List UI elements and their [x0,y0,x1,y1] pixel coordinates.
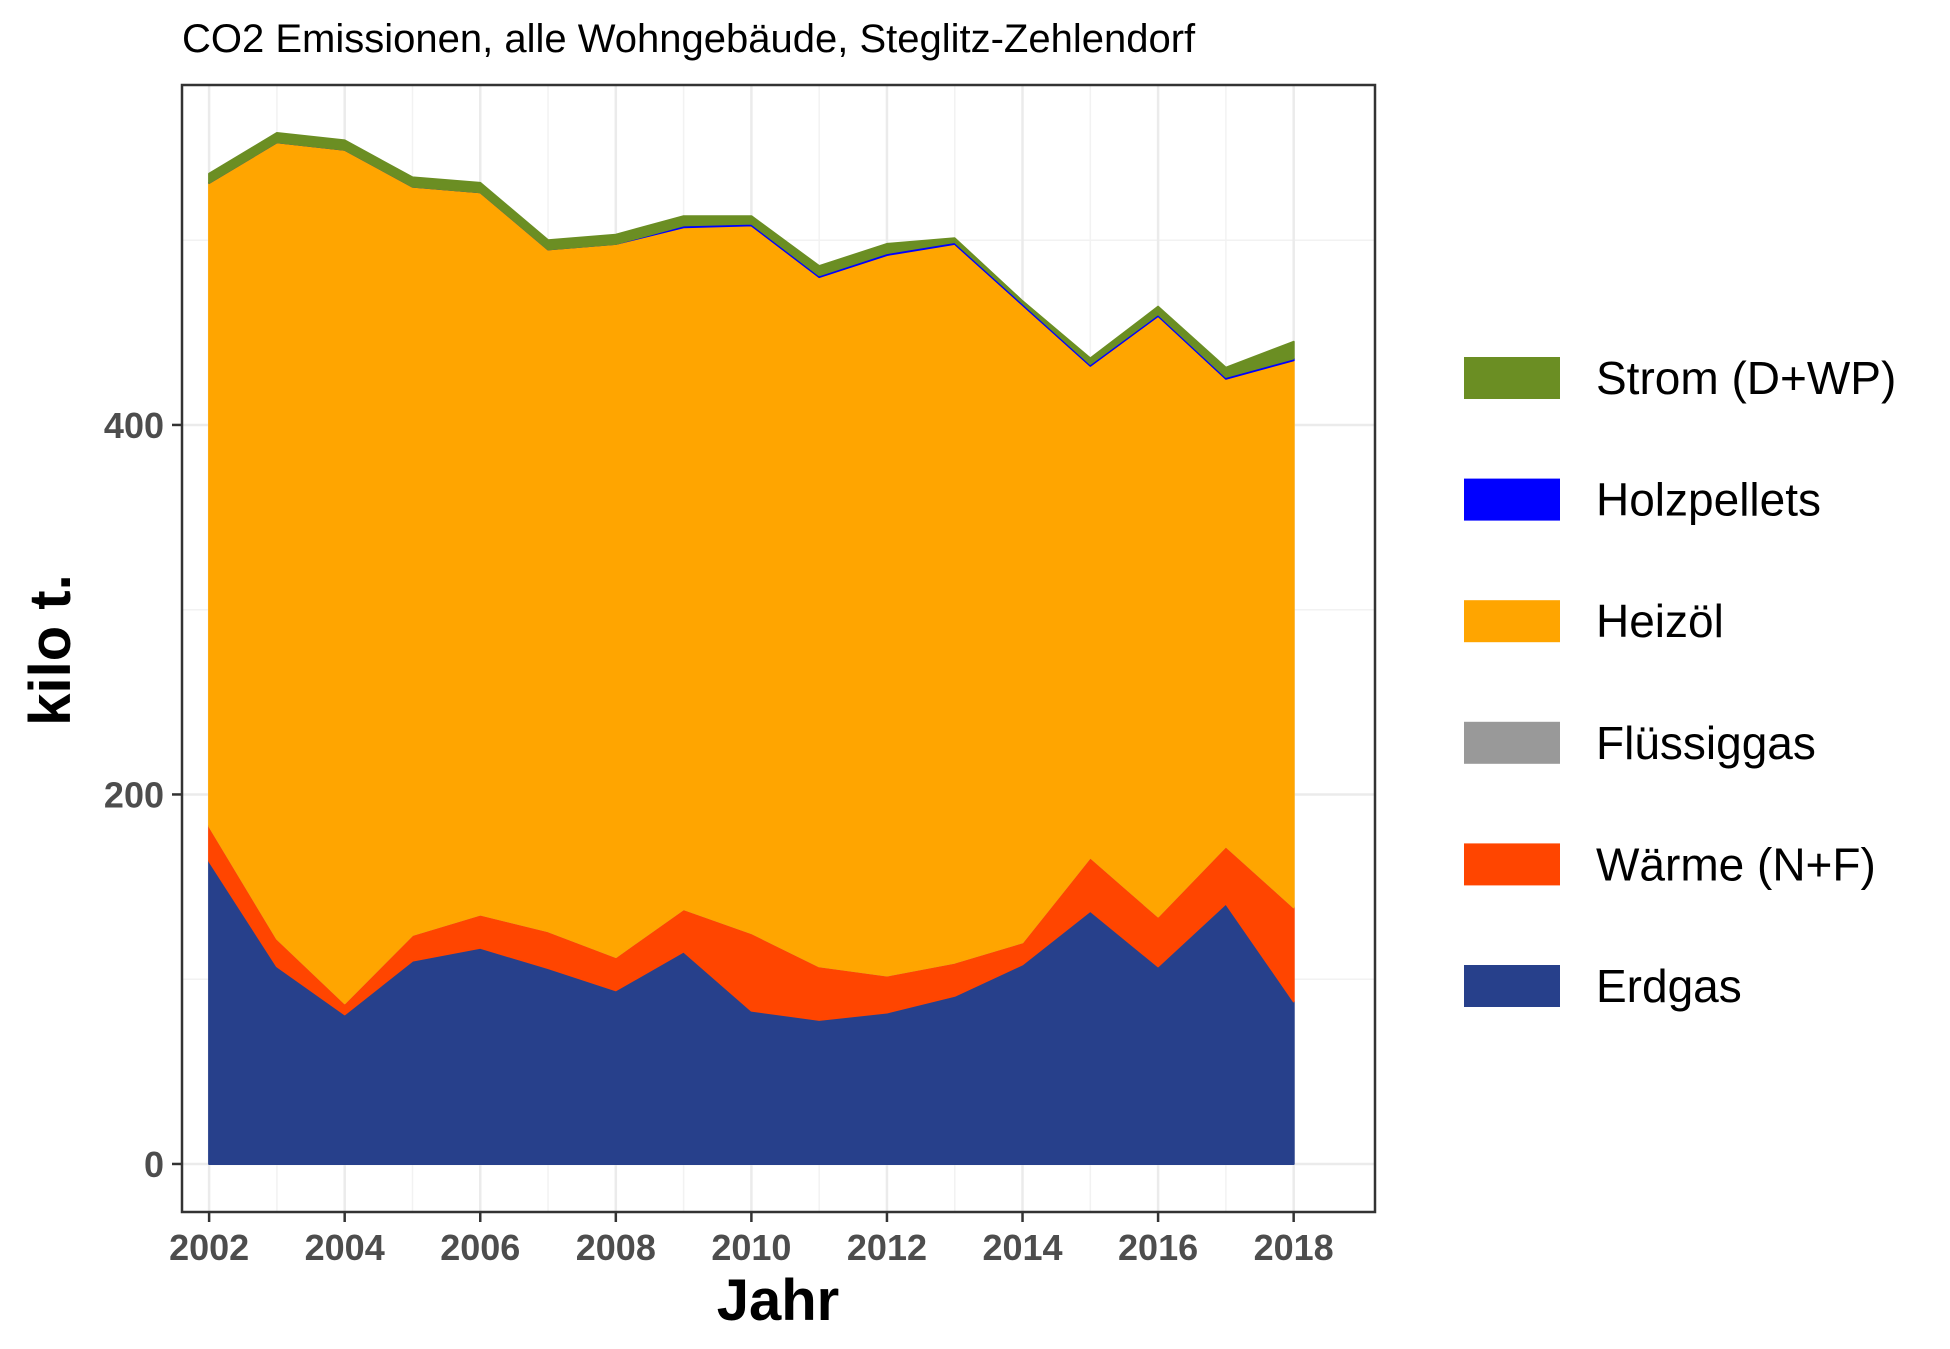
legend-label-heiz-l: Heizöl [1596,595,1724,647]
legend-key-heiz-l [1464,600,1560,643]
chart-title: CO2 Emissionen, alle Wohngebäude, Stegli… [182,17,1196,61]
legend-label-holzpellets: Holzpellets [1596,474,1821,526]
x-tick-label: 2002 [169,1227,249,1268]
x-axis-title: Jahr [717,1268,840,1333]
legend: Strom (D+WP) Holzpellets Heizöl Flüssiggas W… [1464,352,1896,1012]
area-strom-d-wp [208,132,1295,378]
legend-label-erdgas: Erdgas [1596,960,1742,1012]
legend-label-fl-ssiggas: Flüssiggas [1596,717,1816,769]
x-tick-label: 2018 [1254,1227,1334,1268]
legend-key-strom-d-wp [1464,357,1560,399]
legend-key-holzpellets [1464,478,1560,521]
x-axis: 2002 2004 2006 2008 2010 2012 2014 2016 2018 [169,1212,1334,1268]
stacked-areas [208,132,1295,1165]
panel-border [180,83,1377,1214]
x-tick-label: 2016 [1118,1227,1198,1268]
y-tick-label: 200 [104,774,164,815]
x-tick-label: 2010 [711,1227,791,1268]
legend-key-w-rme-n-f [1464,843,1560,886]
legend-key-erdgas [1464,965,1560,1007]
y-tick-label: 400 [104,405,164,446]
y-tick-label: 0 [144,1144,164,1185]
x-tick-label: 2012 [847,1227,927,1268]
x-tick-label: 2008 [576,1227,656,1268]
legend-label-w-rme-n-f: Wärme (N+F) [1596,838,1876,890]
y-axis: 0 200 400 [104,405,182,1185]
legend-label-strom-d-wp: Strom (D+WP) [1596,352,1896,404]
y-axis-title: kilo t. [18,574,83,725]
x-tick-label: 2006 [440,1227,520,1268]
legend-key-fl-ssiggas [1464,721,1560,764]
x-tick-label: 2014 [982,1227,1062,1268]
x-tick-label: 2004 [305,1227,385,1268]
